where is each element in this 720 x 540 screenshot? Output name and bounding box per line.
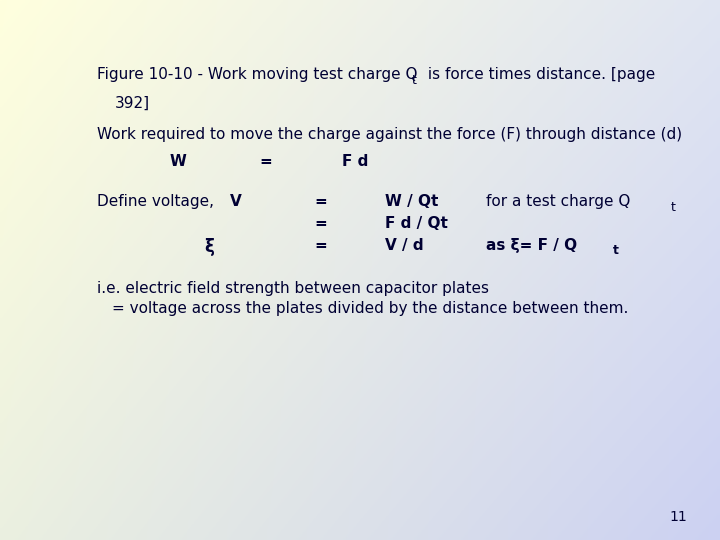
Text: V / d: V / d bbox=[385, 238, 424, 253]
Text: as ξ= F / Q: as ξ= F / Q bbox=[486, 238, 577, 253]
Text: for a test charge Q: for a test charge Q bbox=[486, 194, 631, 210]
Text: V: V bbox=[230, 194, 242, 210]
Text: 11: 11 bbox=[670, 510, 688, 524]
Text: t: t bbox=[412, 74, 417, 87]
Text: i.e. electric field strength between capacitor plates: i.e. electric field strength between cap… bbox=[97, 281, 489, 296]
Text: =: = bbox=[315, 194, 328, 210]
Text: =: = bbox=[259, 154, 272, 169]
Text: =: = bbox=[315, 238, 328, 253]
Text: Work required to move the charge against the force (F) through distance (d): Work required to move the charge against… bbox=[97, 127, 683, 142]
Text: t: t bbox=[670, 201, 675, 214]
Text: 392]: 392] bbox=[115, 96, 150, 111]
Text: F d / Qt: F d / Qt bbox=[385, 216, 448, 231]
Text: t: t bbox=[613, 244, 618, 257]
Text: Define voltage,: Define voltage, bbox=[97, 194, 215, 210]
Text: Figure 10-10 - Work moving test charge Q: Figure 10-10 - Work moving test charge Q bbox=[97, 68, 418, 83]
Text: = voltage across the plates divided by the distance between them.: = voltage across the plates divided by t… bbox=[112, 301, 628, 316]
Text: F d: F d bbox=[342, 154, 369, 169]
Text: is force times distance. [page: is force times distance. [page bbox=[423, 68, 655, 83]
Text: W / Qt: W / Qt bbox=[385, 194, 438, 210]
Text: ξ: ξ bbox=[204, 238, 214, 255]
Text: =: = bbox=[315, 216, 328, 231]
Text: W: W bbox=[169, 154, 186, 169]
